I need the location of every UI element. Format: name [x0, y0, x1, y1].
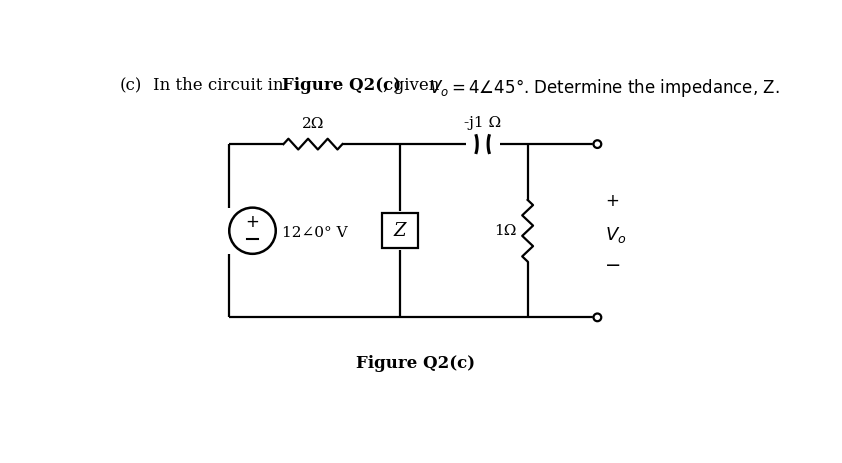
Text: Z: Z: [393, 222, 406, 240]
Text: (c): (c): [120, 77, 141, 94]
Text: +: +: [246, 213, 259, 231]
Text: 12∠0° V: 12∠0° V: [282, 226, 348, 240]
Text: 2Ω: 2Ω: [301, 117, 324, 131]
Text: $V_o$: $V_o$: [605, 225, 626, 244]
Circle shape: [594, 140, 601, 148]
Text: In the circuit in: In the circuit in: [153, 77, 289, 94]
Text: , given: , given: [383, 77, 445, 94]
Text: 1Ω: 1Ω: [493, 224, 516, 238]
Text: -j1 Ω: -j1 Ω: [464, 116, 501, 130]
Text: Figure Q2(c): Figure Q2(c): [282, 77, 401, 94]
Circle shape: [594, 313, 601, 321]
Text: −: −: [605, 256, 621, 275]
Bar: [382, 213, 418, 249]
Text: +: +: [605, 193, 619, 211]
Text: Figure Q2(c): Figure Q2(c): [355, 355, 475, 372]
Text: $V_o = 4\angle45°$. Determine the impedance, Z.: $V_o = 4\angle45°$. Determine the impeda…: [429, 77, 780, 99]
